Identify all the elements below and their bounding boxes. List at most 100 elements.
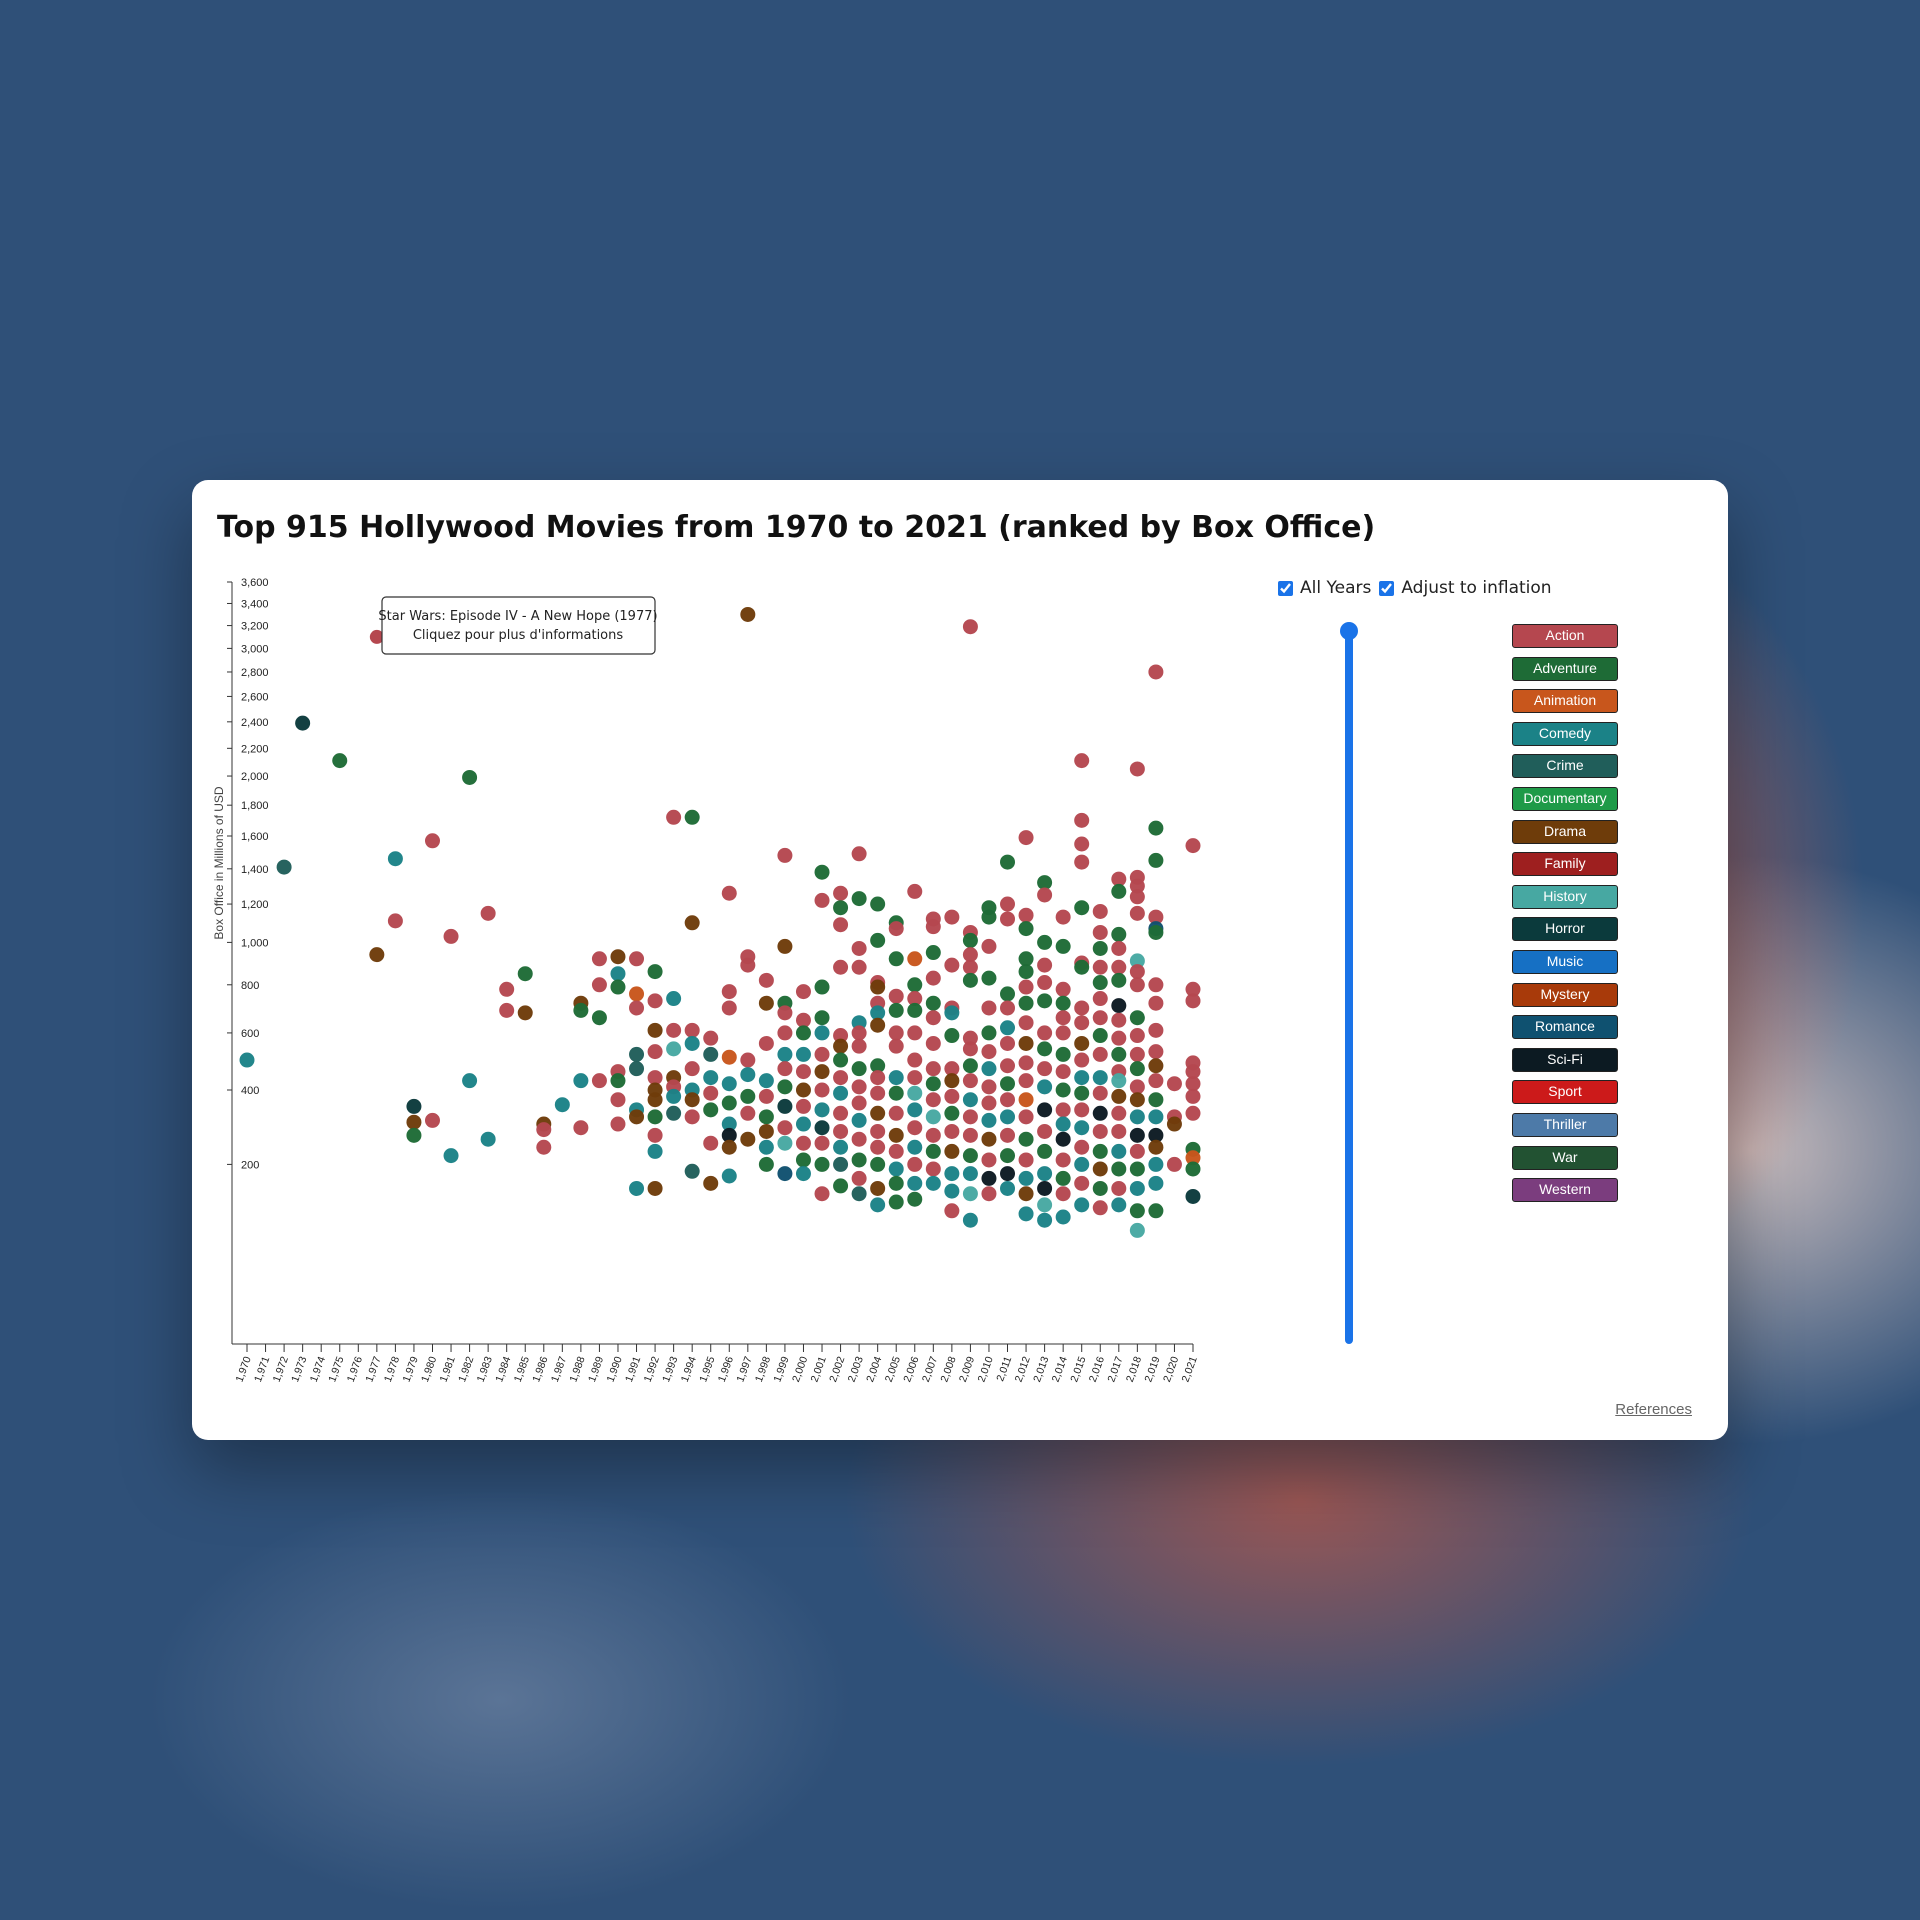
data-point-action[interactable] <box>1018 907 1034 923</box>
data-point-action[interactable] <box>814 1135 830 1151</box>
data-point-drama[interactable] <box>888 1127 904 1143</box>
data-point-action[interactable] <box>925 1092 941 1108</box>
data-point-adventure[interactable] <box>814 979 830 995</box>
data-point-adventure[interactable] <box>1092 1143 1108 1159</box>
data-point-comedy[interactable] <box>480 1131 496 1147</box>
data-point-action[interactable] <box>758 1035 774 1051</box>
data-point-drama[interactable] <box>740 1131 756 1147</box>
data-point-action[interactable] <box>888 1025 904 1041</box>
data-point-comedy[interactable] <box>573 1073 589 1089</box>
data-point-action[interactable] <box>1037 1061 1053 1077</box>
data-point-adventure[interactable] <box>1148 924 1164 940</box>
legend-romance[interactable]: Romance <box>1512 1015 1618 1040</box>
data-point-adventure[interactable] <box>1074 900 1090 916</box>
data-point-action[interactable] <box>1092 959 1108 975</box>
data-point-adventure[interactable] <box>814 1010 830 1026</box>
data-point-adventure[interactable] <box>1000 1076 1016 1092</box>
data-point-sci-fi[interactable] <box>1129 1127 1145 1143</box>
data-point-adventure[interactable] <box>814 864 830 880</box>
data-point-action[interactable] <box>647 1070 663 1086</box>
data-point-action[interactable] <box>795 1012 811 1028</box>
data-point-adventure[interactable] <box>833 1178 849 1194</box>
data-point-adventure[interactable] <box>777 1079 793 1095</box>
data-point-action[interactable] <box>629 1000 645 1016</box>
data-point-adventure[interactable] <box>1148 1203 1164 1219</box>
data-point-animation[interactable] <box>629 986 645 1002</box>
data-point-action[interactable] <box>1074 1102 1090 1118</box>
data-point-comedy[interactable] <box>833 1085 849 1101</box>
data-point-action[interactable] <box>591 977 607 993</box>
data-point-action[interactable] <box>1055 1025 1071 1041</box>
data-point-action[interactable] <box>1148 664 1164 680</box>
data-point-comedy[interactable] <box>721 1168 737 1184</box>
data-point-action[interactable] <box>1092 903 1108 919</box>
data-point-comedy[interactable] <box>1055 1209 1071 1225</box>
data-point-action[interactable] <box>740 1105 756 1121</box>
data-point-action[interactable] <box>387 913 403 929</box>
data-point-comedy[interactable] <box>629 1180 645 1196</box>
data-point-action[interactable] <box>1074 1139 1090 1155</box>
data-point-adventure[interactable] <box>833 900 849 916</box>
data-point-comedy[interactable] <box>981 1112 997 1128</box>
data-point-action[interactable] <box>1092 1085 1108 1101</box>
data-point-crime[interactable] <box>666 1105 682 1121</box>
data-point-comedy[interactable] <box>795 1116 811 1132</box>
data-point-adventure[interactable] <box>925 1076 941 1092</box>
data-point-drama[interactable] <box>795 1082 811 1098</box>
data-point-sci-fi[interactable] <box>1148 1127 1164 1143</box>
data-point-adventure[interactable] <box>814 1156 830 1172</box>
data-point-action[interactable] <box>907 883 923 899</box>
data-point-comedy[interactable] <box>721 1116 737 1132</box>
data-point-action[interactable] <box>1092 1010 1108 1026</box>
data-point-comedy[interactable] <box>1092 1070 1108 1086</box>
data-point-action[interactable] <box>1111 1030 1127 1046</box>
data-point-action[interactable] <box>1129 964 1145 980</box>
data-point-action[interactable] <box>591 951 607 967</box>
data-point-comedy[interactable] <box>981 1061 997 1077</box>
data-point-adventure[interactable] <box>591 1010 607 1026</box>
data-point-horror[interactable] <box>295 715 311 731</box>
data-point-action[interactable] <box>944 909 960 925</box>
data-point-action[interactable] <box>1185 993 1201 1009</box>
legend-sport[interactable]: Sport <box>1512 1080 1618 1105</box>
data-point-action[interactable] <box>814 1082 830 1098</box>
data-point-adventure[interactable] <box>851 1061 867 1077</box>
data-point-comedy[interactable] <box>907 1175 923 1191</box>
data-point-horror[interactable] <box>777 1098 793 1114</box>
data-point-sci-fi[interactable] <box>1092 1105 1108 1121</box>
data-point-crime[interactable] <box>703 1046 719 1062</box>
data-point-comedy[interactable] <box>684 1035 700 1051</box>
data-point-action[interactable] <box>981 1079 997 1095</box>
data-point-comedy[interactable] <box>443 1148 459 1164</box>
data-point-action[interactable] <box>1055 1064 1071 1080</box>
data-point-comedy[interactable] <box>870 1197 886 1213</box>
data-point-action[interactable] <box>944 1088 960 1104</box>
data-point-action[interactable] <box>1185 1088 1201 1104</box>
data-point-adventure[interactable] <box>1055 938 1071 954</box>
data-point-action[interactable] <box>1037 887 1053 903</box>
data-point-romance[interactable] <box>777 1166 793 1182</box>
data-point-comedy[interactable] <box>833 1139 849 1155</box>
legend-war[interactable]: War <box>1512 1145 1618 1170</box>
data-point-action[interactable] <box>1111 1123 1127 1139</box>
data-point-comedy[interactable] <box>1018 1170 1034 1186</box>
legend-action[interactable]: Action <box>1512 624 1618 648</box>
data-point-adventure[interactable] <box>1037 1143 1053 1159</box>
data-point-animation[interactable] <box>1185 1150 1201 1166</box>
data-point-adventure[interactable] <box>740 1088 756 1104</box>
data-point-drama[interactable] <box>1074 1035 1090 1051</box>
data-point-adventure[interactable] <box>1092 1180 1108 1196</box>
data-point-action[interactable] <box>1000 896 1016 912</box>
data-point-action[interactable] <box>1074 1052 1090 1068</box>
data-point-action[interactable] <box>1111 1180 1127 1196</box>
data-point-adventure[interactable] <box>332 753 348 769</box>
data-point-adventure[interactable] <box>684 809 700 825</box>
data-point-action[interactable] <box>1111 959 1127 975</box>
data-point-comedy[interactable] <box>1055 1116 1071 1132</box>
year-slider-handle[interactable] <box>1340 622 1358 640</box>
data-point-action[interactable] <box>573 1120 589 1136</box>
data-point-comedy[interactable] <box>925 1175 941 1191</box>
data-point-comedy[interactable] <box>962 1092 978 1108</box>
data-point-sci-fi[interactable] <box>981 1170 997 1186</box>
data-point-action[interactable] <box>1129 1046 1145 1062</box>
